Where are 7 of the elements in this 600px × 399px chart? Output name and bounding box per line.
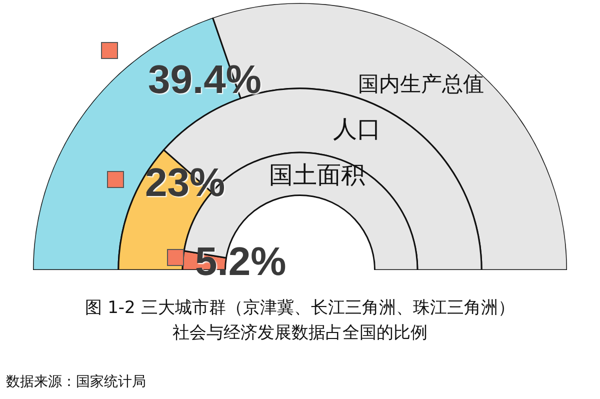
source-note: 数据来源：国家统计局 <box>6 373 146 391</box>
text: 图 1-2 三大城市群（京津冀、长江三角洲、珠江三角洲） <box>84 297 516 320</box>
text: 社会与经济发展数据占全国的比例 <box>172 322 428 345</box>
data-label: 5.2% <box>195 240 286 284</box>
slice-label: 国内生产总值 <box>358 72 484 96</box>
slice-label: 人口 <box>333 115 381 143</box>
slice-label: 国土面积 <box>269 161 365 189</box>
